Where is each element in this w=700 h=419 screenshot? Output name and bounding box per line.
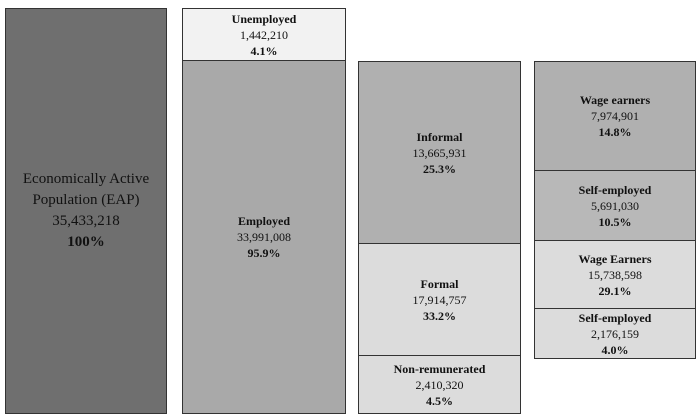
box-non-remunerated: Non-remunerated 2,410,320 4.5% — [358, 355, 521, 414]
box-value: 7,974,901 — [591, 109, 639, 123]
box-unemployed: Unemployed 1,442,210 4.1% — [182, 8, 346, 61]
box-employed: Employed 33,991,008 95.9% — [182, 60, 346, 414]
box-percent: 4.5% — [426, 393, 453, 408]
box-value: 15,738,598 — [588, 267, 642, 282]
box-value: 2,176,159 — [591, 326, 639, 341]
box-label: Informal — [416, 129, 463, 144]
box-percent: 100% — [67, 234, 105, 250]
box-value: 5,691,030 — [591, 198, 639, 213]
box-label: Employed — [237, 214, 290, 228]
box-label: Unemployed — [231, 11, 297, 26]
box-label: Wage earners — [579, 93, 651, 107]
box-label: Non-remunerated — [393, 361, 486, 376]
box-percent: 14.8% — [598, 125, 632, 139]
box-percent: 4.0% — [601, 342, 629, 357]
box-percent: 33.2% — [423, 308, 456, 323]
box-percent: 4.1% — [250, 43, 278, 58]
box-percent: 29.1% — [598, 283, 632, 298]
box-value: 2,410,320 — [415, 377, 464, 392]
box-value: 35,433,218 — [52, 213, 120, 229]
box-informal-self: Self-employed 5,691,030 10.5% — [534, 170, 696, 241]
box-formal-self: Self-employed 2,176,159 4.0% — [534, 308, 696, 359]
box-percent: 10.5% — [598, 214, 632, 229]
box-value: 17,914,757 — [412, 292, 467, 307]
box-formal: Formal 17,914,757 33.2% — [358, 243, 521, 356]
box-informal-wage: Wage earners 7,974,901 14.8% — [534, 61, 696, 171]
box-label: Economically Active Population (EAP) — [22, 171, 150, 208]
box-label: Self-employed — [578, 182, 652, 197]
box-label: Self-employed — [578, 310, 652, 325]
box-percent: 25.3% — [423, 161, 456, 176]
box-value: 1,442,210 — [240, 27, 288, 42]
box-label: Formal — [420, 276, 459, 291]
box-value: 33,991,008 — [237, 230, 291, 244]
box-eap: Economically Active Population (EAP) 35,… — [5, 8, 167, 414]
box-informal: Informal 13,665,931 25.3% — [358, 61, 521, 244]
box-formal-wage: Wage Earners 15,738,598 29.1% — [534, 240, 696, 309]
box-label: Wage Earners — [578, 251, 652, 266]
box-value: 13,665,931 — [412, 145, 467, 160]
box-percent: 95.9% — [247, 246, 281, 260]
